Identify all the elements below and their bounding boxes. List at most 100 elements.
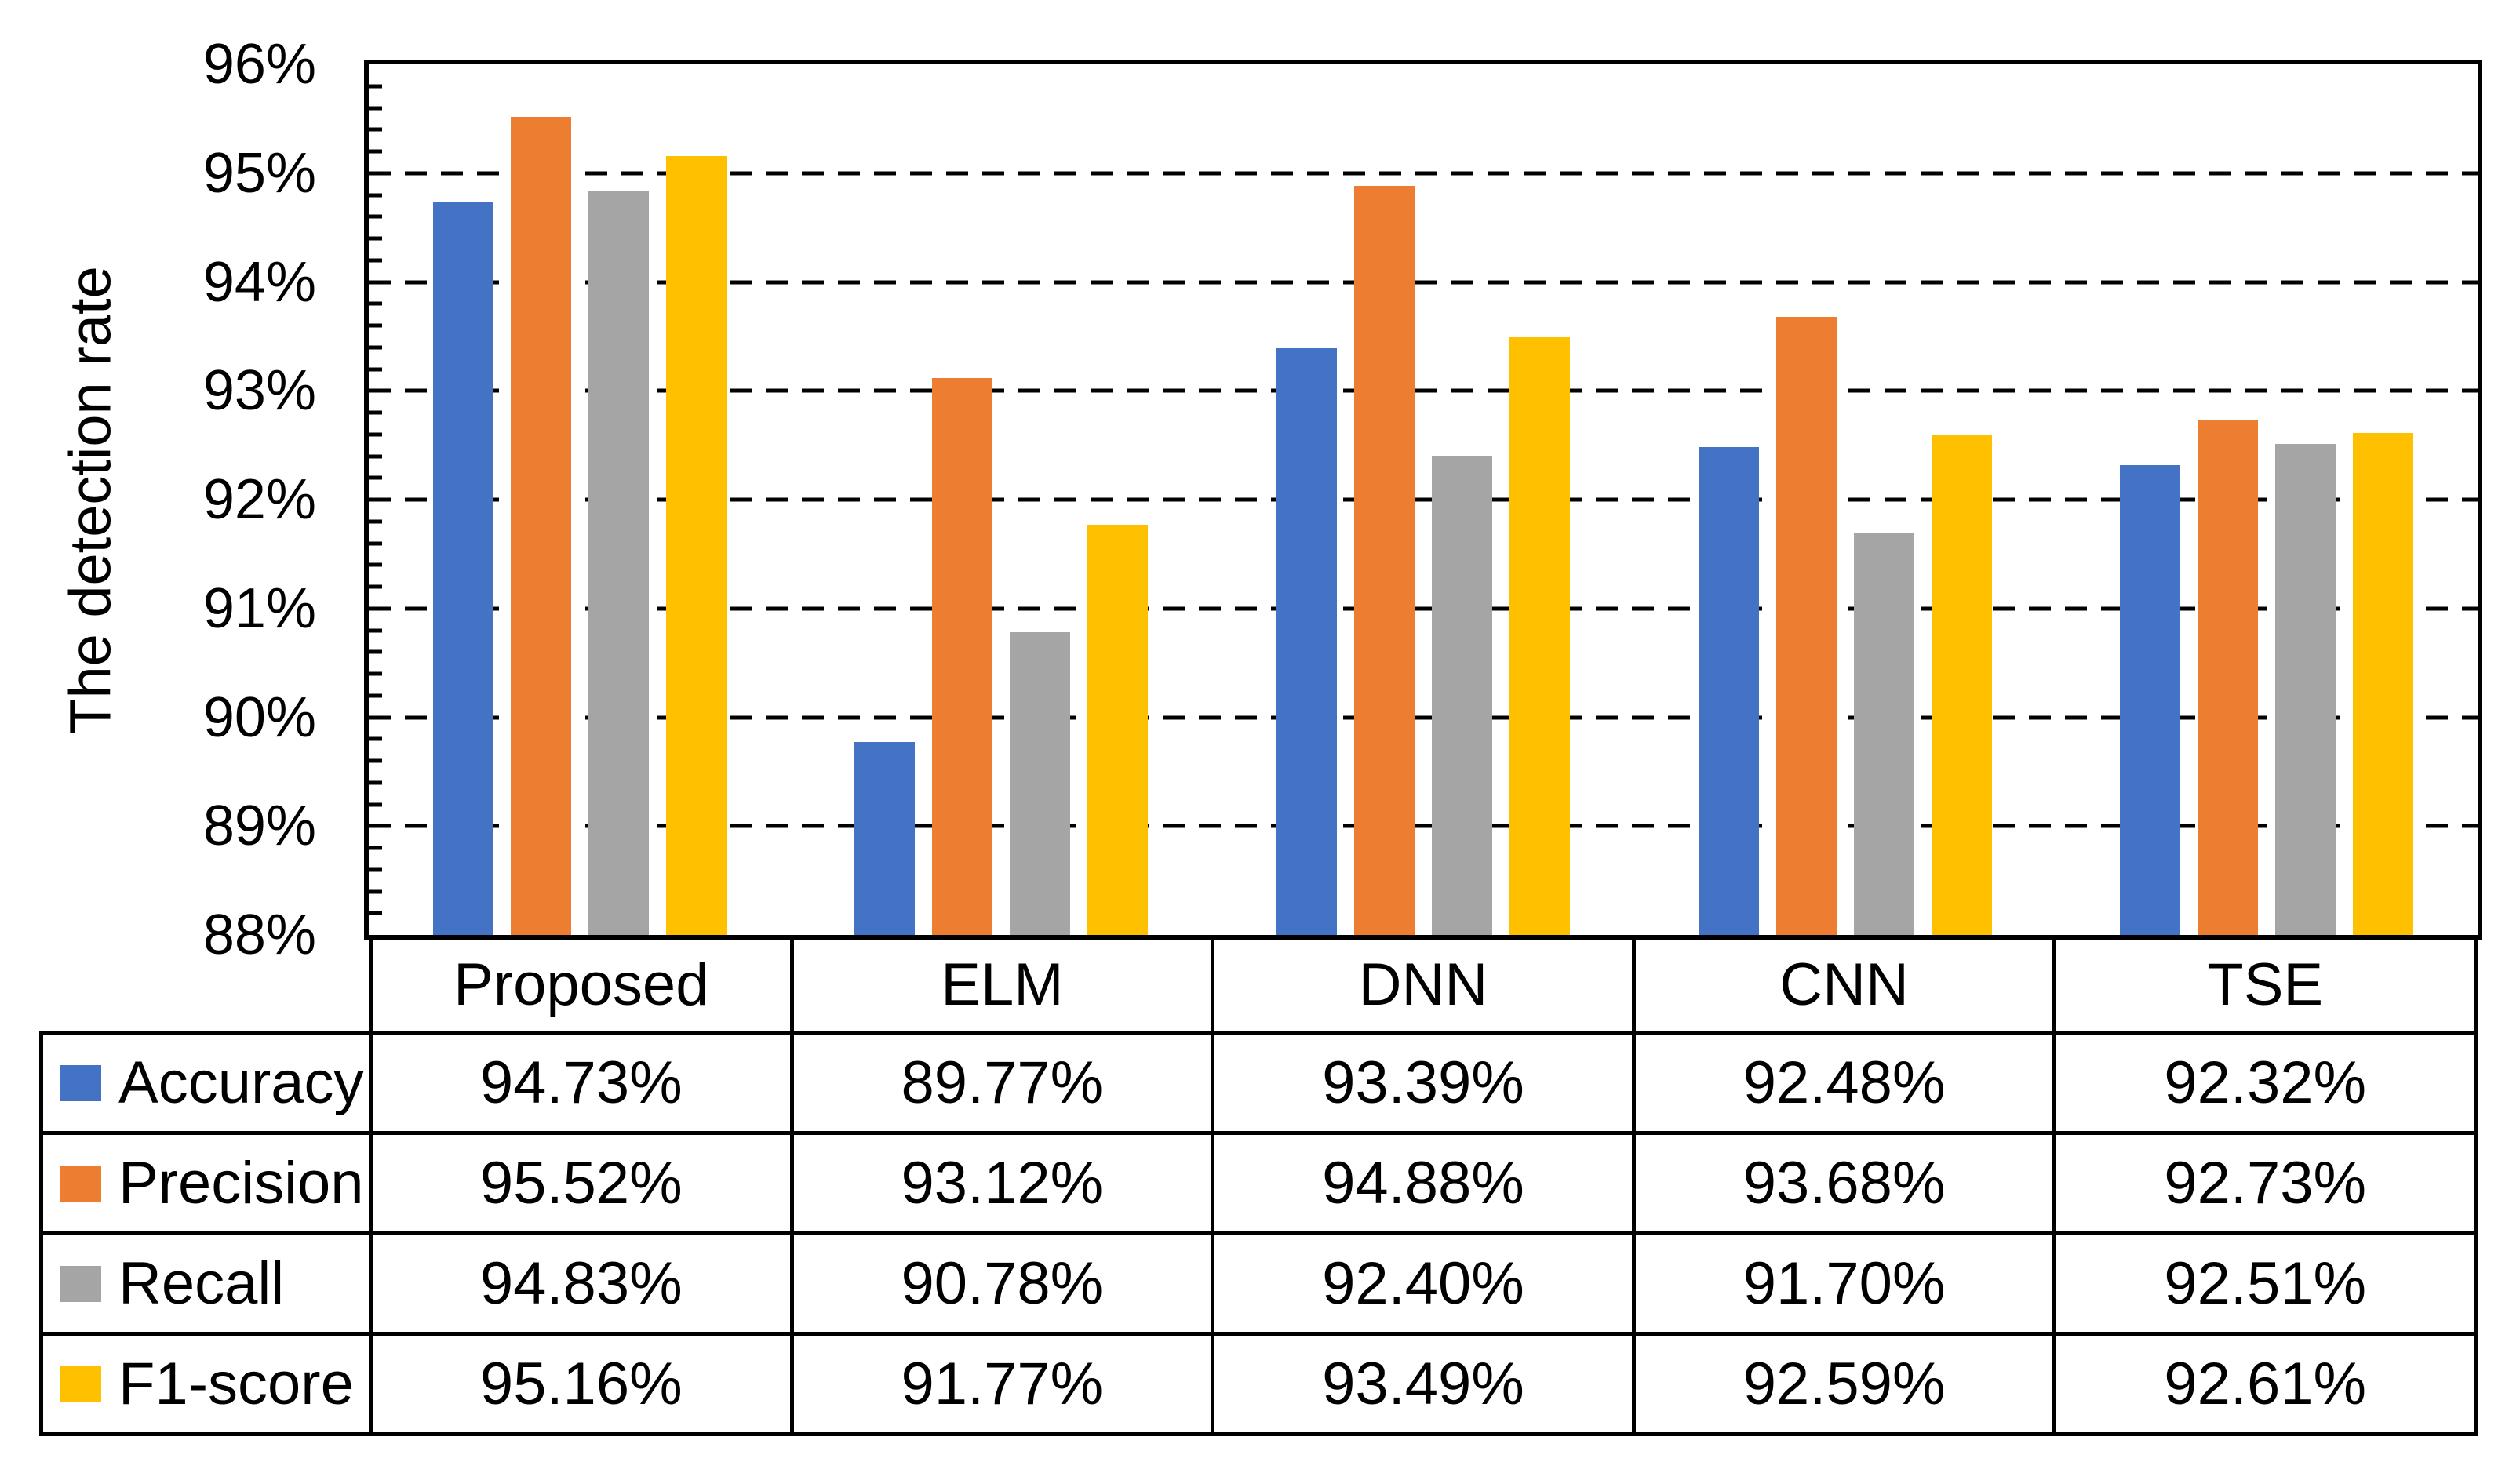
minor-y-tick — [369, 454, 382, 458]
minor-y-tick — [369, 562, 382, 567]
bar-f1-score-cnn — [1931, 435, 1992, 935]
category-header-dnn: DNN — [1211, 935, 1636, 1035]
value-cell-precision-tse: 92.73% — [2052, 1131, 2478, 1235]
value-cell-accuracy-proposed: 94.73% — [369, 1031, 794, 1135]
value-cell-recall-proposed: 94.83% — [369, 1231, 794, 1336]
minor-y-tick — [369, 649, 382, 654]
minor-y-tick — [369, 846, 382, 850]
bar-accuracy-cnn — [1698, 447, 1759, 935]
y-tick-label-96: 96% — [202, 33, 316, 96]
minor-y-tick — [369, 519, 382, 524]
legend-entry: Accuracy — [46, 1049, 367, 1117]
minor-y-tick — [369, 628, 382, 632]
major-y-tick — [369, 280, 389, 284]
major-y-tick — [369, 824, 389, 828]
gridline-93 — [369, 388, 2478, 393]
table-row-f1-score: F1-score 95.16% 91.77% 93.49% 92.59% 92.61% — [39, 1332, 2478, 1436]
value-cell-precision-cnn: 93.68% — [1631, 1131, 2057, 1235]
minor-y-tick — [369, 693, 382, 698]
bar-group-elm — [791, 64, 1213, 935]
major-y-tick — [369, 497, 389, 502]
y-tick-label-91: 91% — [202, 576, 316, 640]
bar-group-tse — [2056, 64, 2478, 935]
minor-y-tick — [369, 802, 382, 806]
value-cell-precision-dnn: 94.88% — [1211, 1131, 1636, 1235]
value-cell-accuracy-dnn: 93.39% — [1211, 1031, 1636, 1135]
bar-precision-proposed — [510, 116, 571, 935]
minor-y-tick — [369, 367, 382, 371]
minor-y-tick — [369, 258, 382, 263]
value-cell-f1-score-cnn: 92.59% — [1631, 1332, 2057, 1436]
value-cell-accuracy-cnn: 92.48% — [1631, 1031, 2057, 1135]
minor-y-tick — [369, 867, 382, 872]
category-header-elm: ELM — [789, 935, 1215, 1035]
value-cell-recall-elm: 90.78% — [789, 1231, 1215, 1336]
minor-y-tick — [369, 127, 382, 132]
bar-accuracy-elm — [854, 742, 916, 935]
minor-y-tick — [369, 780, 382, 785]
minor-y-tick — [369, 214, 382, 219]
minor-y-tick — [369, 236, 382, 241]
y-tick-label-94: 94% — [202, 250, 316, 314]
minor-y-tick — [369, 911, 382, 915]
minor-y-tick — [369, 432, 382, 437]
category-header-cnn: CNN — [1631, 935, 2057, 1035]
legend-cell-precision: Precision — [39, 1131, 373, 1235]
minor-y-tick — [369, 84, 382, 89]
legend-swatch-accuracy — [60, 1064, 101, 1101]
y-tick-label-93: 93% — [202, 359, 316, 423]
legend-entry: F1-score — [46, 1350, 367, 1418]
plot-area — [364, 60, 2482, 940]
value-cell-f1-score-dnn: 93.49% — [1211, 1332, 1636, 1436]
minor-y-tick — [369, 889, 382, 893]
major-y-tick — [369, 715, 389, 719]
category-header-tse: TSE — [2052, 935, 2478, 1035]
bar-precision-tse — [2198, 420, 2259, 935]
value-cell-recall-tse: 92.51% — [2052, 1231, 2478, 1336]
minor-y-tick — [369, 323, 382, 328]
bar-recall-tse — [2275, 444, 2336, 935]
bar-accuracy-tse — [2120, 464, 2181, 935]
bar-group-dnn — [1212, 64, 1634, 935]
value-cell-precision-proposed: 95.52% — [369, 1131, 794, 1235]
legend-label: Accuracy — [118, 1049, 364, 1116]
major-y-tick — [369, 171, 389, 176]
value-cell-accuracy-tse: 92.32% — [2052, 1031, 2478, 1135]
minor-y-tick — [369, 410, 382, 415]
value-cell-accuracy-elm: 89.77% — [789, 1031, 1215, 1135]
value-cell-f1-score-elm: 91.77% — [789, 1332, 1215, 1436]
gridline-92 — [369, 497, 2478, 502]
minor-y-tick — [369, 301, 382, 306]
category-header-proposed: Proposed — [369, 935, 794, 1035]
minor-y-tick — [369, 475, 382, 480]
category-header-row: Proposed ELM DNN CNN TSE — [42, 935, 2478, 1035]
legend-swatch-precision — [60, 1165, 101, 1202]
legend-cell-accuracy: Accuracy — [39, 1031, 373, 1135]
major-y-tick — [369, 606, 389, 611]
legend-label: Recall — [118, 1250, 285, 1317]
bar-recall-cnn — [1853, 532, 1914, 935]
legend-entry: Recall — [46, 1249, 367, 1318]
minor-y-tick — [369, 149, 382, 154]
bar-f1-score-dnn — [1509, 337, 1570, 935]
gridline-90 — [369, 715, 2478, 719]
bar-precision-dnn — [1353, 186, 1415, 935]
gridline-91 — [369, 606, 2478, 611]
minor-y-tick — [369, 736, 382, 741]
table-row-precision: Precision 95.52% 93.12% 94.88% 93.68% 92.73% — [39, 1131, 2478, 1235]
legend-entry: Precision — [46, 1149, 367, 1217]
legend-cell-recall: Recall — [39, 1231, 373, 1336]
bar-recall-elm — [1010, 632, 1071, 935]
bar-group-proposed — [369, 64, 791, 935]
empty-corner-cell — [42, 937, 371, 1033]
minor-y-tick — [369, 106, 382, 110]
value-cell-f1-score-tse: 92.61% — [2052, 1332, 2478, 1436]
minor-y-tick — [369, 671, 382, 676]
bar-f1-score-elm — [1087, 524, 1149, 935]
legend-swatch-recall — [60, 1265, 101, 1302]
minor-y-tick — [369, 541, 382, 545]
legend-label: Precision — [118, 1150, 364, 1217]
bar-f1-score-tse — [2353, 433, 2414, 935]
value-cell-recall-dnn: 92.40% — [1211, 1231, 1636, 1336]
